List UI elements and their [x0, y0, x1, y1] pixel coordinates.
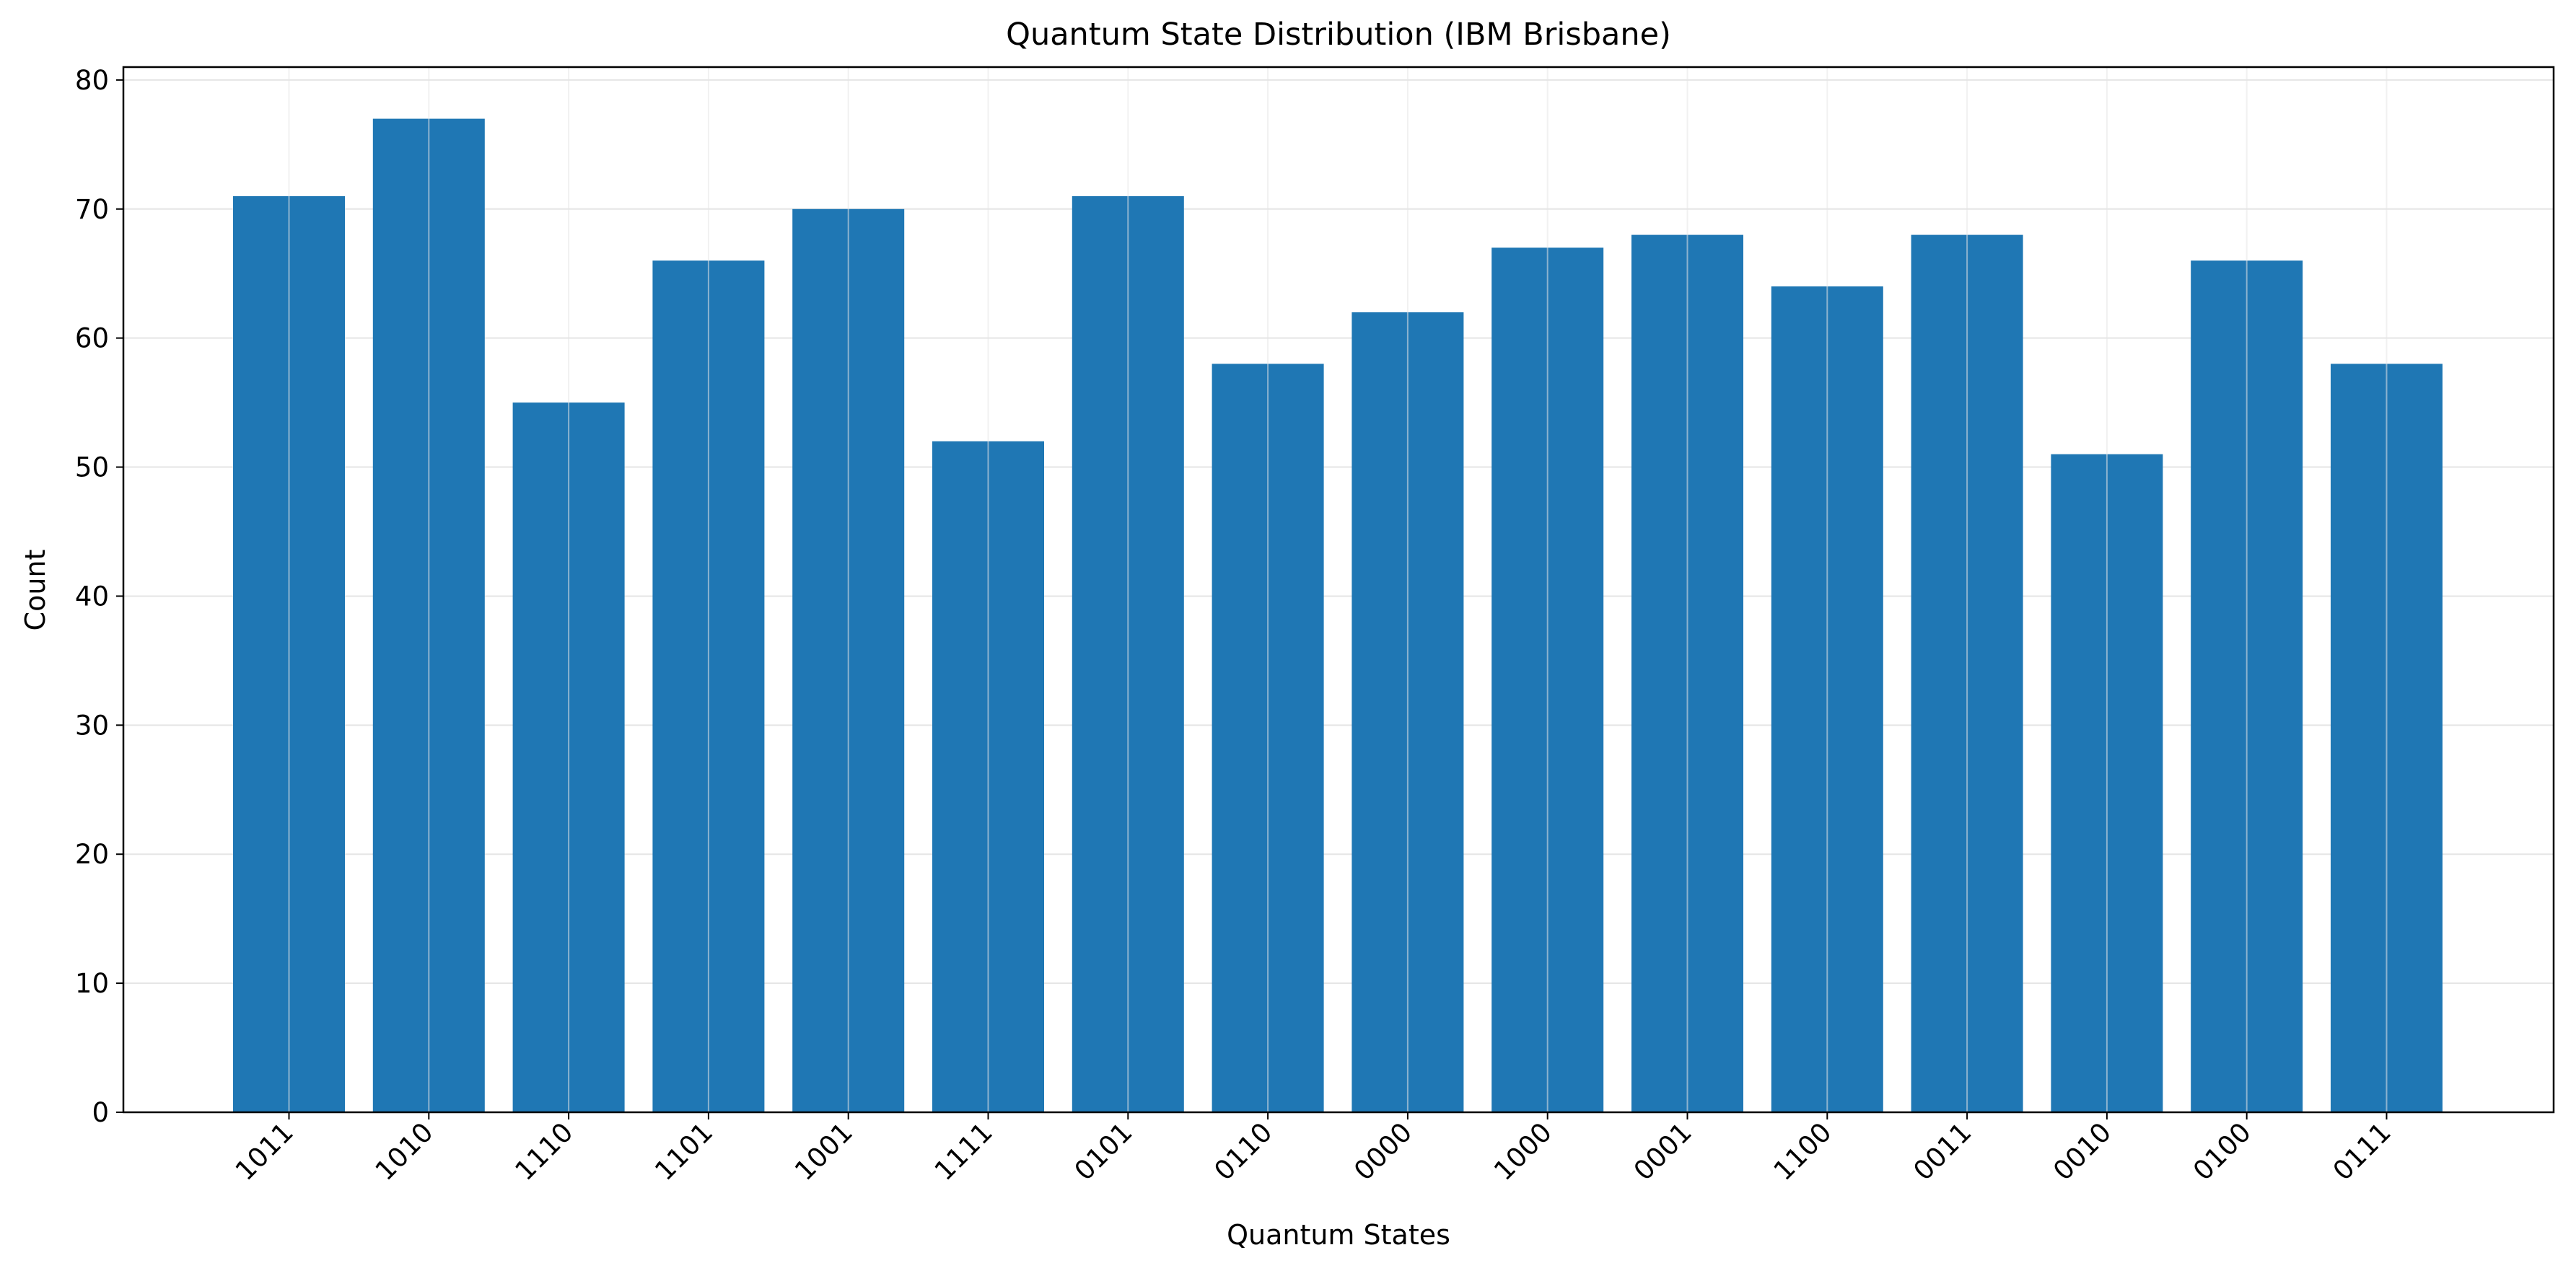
y-tick-label: 40 — [75, 581, 109, 612]
y-tick-label: 80 — [75, 65, 109, 96]
y-tick-label: 10 — [75, 968, 109, 999]
chart-title: Quantum State Distribution (IBM Brisbane… — [1006, 17, 1671, 53]
y-tick-label: 30 — [75, 710, 109, 741]
y-tick-label: 60 — [75, 323, 109, 354]
y-tick-label: 20 — [75, 839, 109, 870]
y-tick-label: 0 — [92, 1097, 109, 1128]
x-axis-label: Quantum States — [1227, 1219, 1450, 1251]
plot-area-frame — [122, 66, 2555, 1114]
bars — [233, 67, 2443, 1113]
y-axis-label: Count — [19, 550, 51, 631]
y-tick-label: 50 — [75, 452, 109, 483]
y-tick-label: 70 — [75, 194, 109, 225]
